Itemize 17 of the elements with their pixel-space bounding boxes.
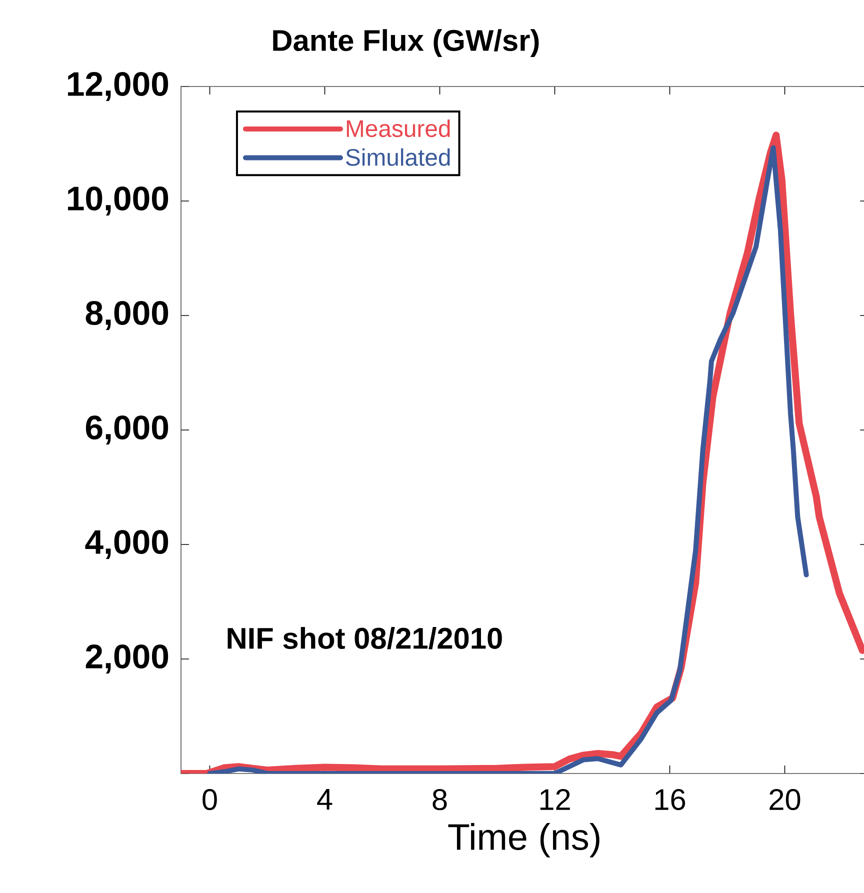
y-tick-label: 12,000 — [68, 72, 168, 101]
y-tick-label: 4,000 — [85, 530, 168, 559]
y-tick-label: 10,000 — [68, 186, 168, 216]
y-tick-label: 2,000 — [86, 644, 168, 674]
x-tick-label: 20 — [770, 789, 800, 810]
x-axis-title: Time (ns) — [448, 823, 600, 858]
x-tick-label: 0 — [202, 789, 217, 810]
y-tick-label: 8,000 — [86, 301, 168, 330]
legend-label: Simulated — [346, 148, 450, 166]
annotation: NIF shot 08/21/2010 — [228, 627, 502, 650]
legend-label: Measured — [346, 120, 450, 138]
x-tick-label: 8 — [432, 789, 447, 810]
x-tick-label: 12 — [540, 789, 570, 810]
chart-title: Dante Flux (GW/sr) — [273, 29, 539, 57]
x-tick-label: 16 — [655, 789, 686, 810]
y-tick-label: 6,000 — [86, 416, 168, 444]
x-tick-label: 4 — [317, 789, 332, 810]
